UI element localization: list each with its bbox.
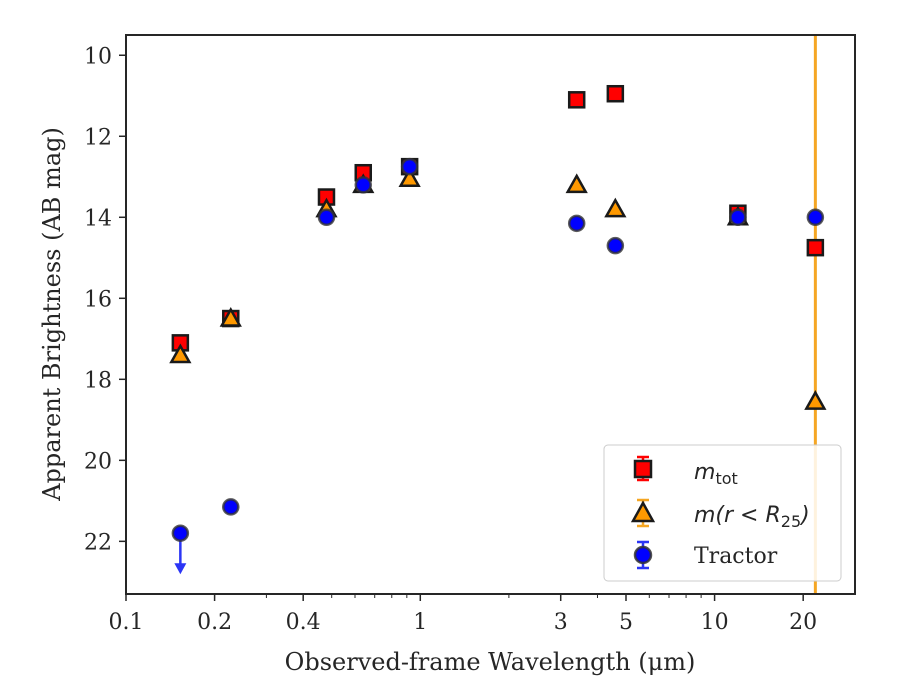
y-axis-ticks: 10 12 14 16 18 20 22 [84,44,126,555]
legend: mtot m(r < R25) Tractor [603,444,842,582]
data-point-tractor [806,208,825,227]
data-point-m-r25 [169,343,192,364]
data-point-tractor [317,208,336,227]
y-tick-label: 16 [84,287,112,312]
legend-square-marker [633,459,653,479]
x-axis-label: Observed-frame Wavelength (μm) [285,648,696,676]
data-point-mtot [606,84,625,103]
data-point-tractor [400,157,419,176]
legend-frame [603,444,842,582]
legend-triangle-marker [630,500,656,523]
series-triangle [169,167,827,410]
y-tick-label: 22 [84,530,112,555]
data-point-tractor [729,208,747,227]
series-circle [171,157,825,575]
x-tick-label: 0.4 [286,610,321,635]
x-tick-label: 3 [554,610,568,635]
legend-label-m-r25: m(r < R25) [694,503,810,531]
x-tick-label: 0.1 [109,610,144,635]
x-tick-label: 5 [619,610,633,635]
legend-entry-m-r25: m(r < R25) [630,498,810,531]
data-point-m-r25 [219,307,242,327]
data-point-tractor [171,524,190,542]
y-tick-label: 14 [84,206,112,231]
legend-circle-marker [633,545,653,565]
x-tick-label: 10 [701,610,729,635]
y-axis-label: Apparent Brightness (AB mag) [38,127,66,502]
series-layer [169,84,827,575]
x-axis-ticks: 0.1 0.2 0.4 1 3 5 10 20 [109,594,817,635]
data-point-tractor [354,176,373,194]
legend-label-tractor: Tractor [694,544,778,569]
data-point-m-r25 [565,173,588,194]
y-tick-label: 20 [84,449,112,474]
data-point-mtot [806,238,825,257]
plot-frame [125,34,856,595]
legend-entry-tractor: Tractor [633,540,778,570]
legend-entry-mtot: mtot [633,455,738,488]
x-tick-label: 1 [413,610,427,635]
data-point-tractor [606,236,625,255]
x-tick-label: 20 [789,610,817,635]
data-point-m-r25 [604,197,627,218]
data-point-m-r25 [804,390,827,410]
series-square [171,84,825,352]
x-tick-label: 0.2 [197,610,232,635]
upper-limit-arrow-head [174,563,187,575]
data-point-tractor [222,498,240,516]
y-tick-label: 12 [84,125,112,150]
data-point-m-r25 [398,167,421,188]
y-tick-label: 10 [84,44,112,69]
legend-label-mtot: mtot [694,460,738,488]
data-point-tractor [567,214,586,233]
y-tick-label: 18 [84,368,112,393]
data-point-mtot [567,91,586,109]
